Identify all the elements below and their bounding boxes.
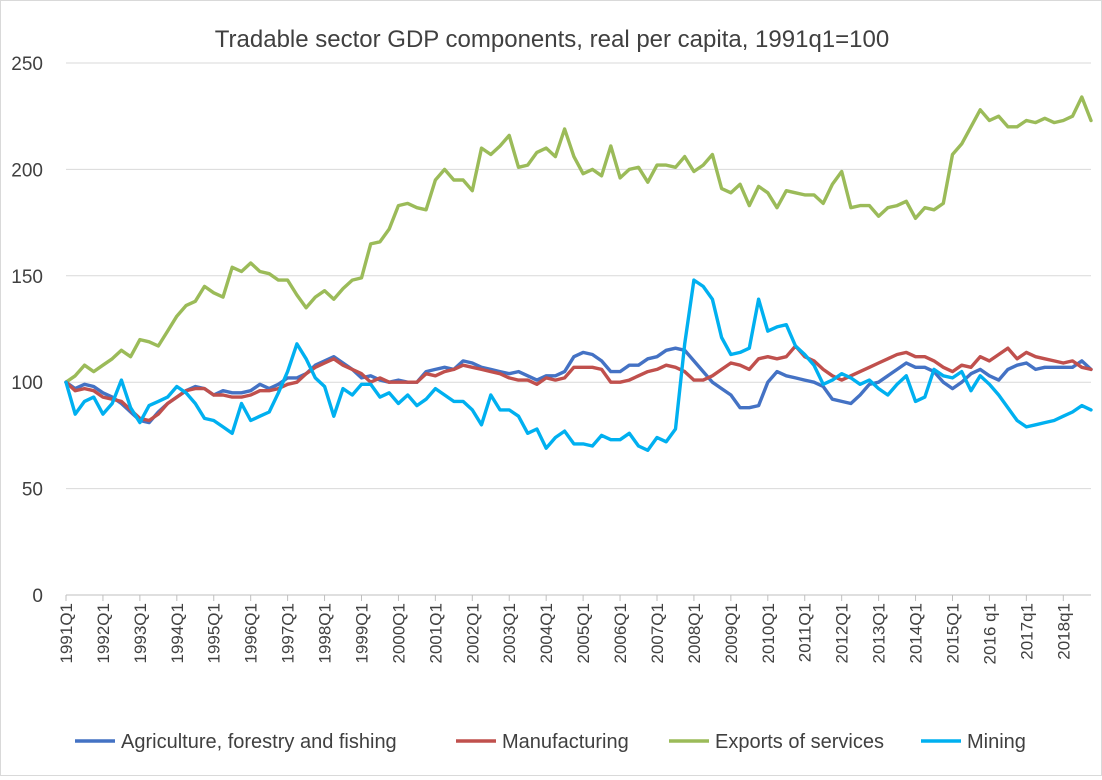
series-line-mining <box>64 278 1093 452</box>
x-tick-label: 1993Q1 <box>131 603 150 664</box>
x-tick-label: 2002Q1 <box>463 603 482 664</box>
y-tick-label: 100 <box>11 373 43 394</box>
x-axis: 1991Q1 1992Q1 1993Q1 1994Q1 1995Q1 1996Q1 1997… <box>57 595 1073 664</box>
x-tick-label: 1994Q1 <box>168 603 187 664</box>
y-tick-label: 0 <box>32 586 43 607</box>
x-tick-label: 2011Q1 <box>796 603 815 662</box>
x-tick-label: 2005Q1 <box>574 603 593 664</box>
y-axis: 0 50 100 150 200 250 <box>11 54 43 607</box>
y-tick-label: 50 <box>22 480 43 501</box>
x-tick-label: 2007Q1 <box>648 603 667 664</box>
x-tick-label: 2008Q1 <box>685 603 704 664</box>
y-tick-label: 200 <box>11 160 43 181</box>
series-line-exports-of-services <box>64 95 1093 384</box>
x-tick-label: 2012Q1 <box>833 603 852 664</box>
legend-label-exports-of-services: Exports of services <box>715 731 884 753</box>
x-tick-label: 1991Q1 <box>57 603 76 664</box>
series-line-manufacturing <box>64 344 1093 423</box>
x-tick-label: 2001Q1 <box>426 603 445 664</box>
x-tick-label: 2003Q1 <box>500 603 519 664</box>
chart-title: Tradable sector GDP components, real per… <box>215 26 889 53</box>
gridlines <box>66 62 1091 596</box>
x-tick-label: 2013Q1 <box>870 603 889 664</box>
series-lines <box>64 95 1093 452</box>
x-tick-label: 2000Q1 <box>389 603 408 664</box>
x-tick-label: 2016 q1 <box>980 603 999 664</box>
x-tick-label: 2017q1 <box>1017 603 1036 660</box>
series-line-agriculture-forestry-and-fishing <box>64 346 1093 425</box>
x-tick-label: 1997Q1 <box>279 603 298 664</box>
x-tick-label: 2010Q1 <box>759 603 778 664</box>
x-tick-label: 2018q1 <box>1054 603 1073 660</box>
legend-label-mining: Mining <box>967 731 1026 753</box>
legend-label-manufacturing: Manufacturing <box>502 731 629 753</box>
x-tick-label: 2004Q1 <box>537 603 556 664</box>
legend: Agriculture, forestry and fishing Manufac… <box>75 731 1026 753</box>
y-tick-label: 150 <box>11 267 43 288</box>
x-tick-label: 1998Q1 <box>316 603 335 664</box>
x-tick-label: 1992Q1 <box>94 603 113 664</box>
x-tick-label: 2006Q1 <box>611 603 630 664</box>
x-tick-label: 2009Q1 <box>722 603 741 664</box>
legend-label-agriculture-forestry-and-fishing: Agriculture, forestry and fishing <box>121 731 397 753</box>
x-tick-label: 1999Q1 <box>352 603 371 664</box>
y-tick-label: 250 <box>11 54 43 75</box>
x-tick-label: 2015Q1 <box>943 603 962 664</box>
x-tick-label: 1995Q1 <box>205 603 224 664</box>
x-tick-label: 2014Q1 <box>907 603 926 664</box>
x-tick-label: 1996Q1 <box>242 603 261 664</box>
